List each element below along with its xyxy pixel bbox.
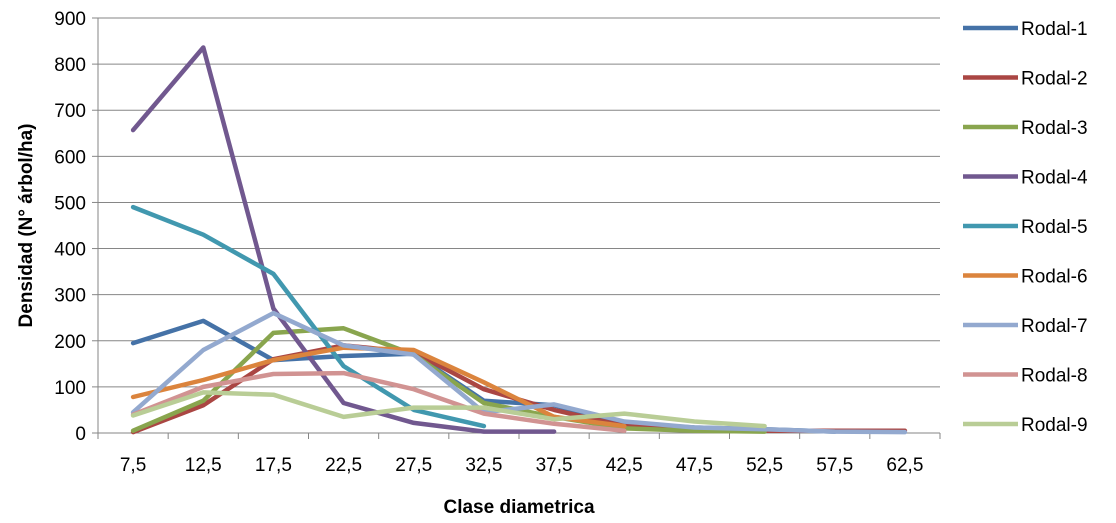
series-line-rodal-8 [130, 370, 627, 433]
y-axis-ticks: 0 100 200 300 400 500 600 700 800 900 [54, 9, 98, 445]
x-tick-label: 57,5 [816, 455, 853, 476]
legend: Rodal-1 Rodal-2 Rodal-3 Rodal-4 Rodal-5 Rodal… [963, 19, 1088, 436]
y-tick-label: 100 [54, 378, 86, 399]
y-tick-label: 400 [54, 240, 86, 261]
legend-label: Rodal-1 [1021, 19, 1088, 40]
legend-label: Rodal-4 [1021, 168, 1088, 189]
legend-label: Rodal-2 [1021, 69, 1088, 90]
y-tick-label: 600 [54, 147, 86, 168]
x-tick-label: 17,5 [255, 455, 292, 476]
y-tick-label: 700 [54, 101, 86, 122]
y-tick-label: 300 [54, 286, 86, 307]
axes [97, 18, 940, 434]
legend-label: Rodal-6 [1021, 267, 1088, 288]
legend-label: Rodal-5 [1021, 217, 1088, 238]
x-tick-label: 42,5 [606, 455, 643, 476]
series-line-rodal-5 [130, 204, 487, 429]
legend-label: Rodal-8 [1021, 366, 1088, 387]
y-tick-label: 800 [54, 55, 86, 76]
series-lines [130, 45, 908, 435]
y-tick-label: 900 [54, 9, 86, 30]
x-tick-label: 52,5 [746, 455, 783, 476]
legend-label: Rodal-9 [1021, 415, 1088, 436]
y-tick-label: 500 [54, 193, 86, 214]
legend-label: Rodal-3 [1021, 118, 1088, 139]
x-tick-label: 12,5 [185, 455, 222, 476]
x-tick-label: 22,5 [325, 455, 362, 476]
x-tick-label: 62,5 [886, 455, 923, 476]
series-line-rodal-7 [130, 310, 908, 435]
x-tick-label: 7,5 [120, 455, 146, 476]
y-tick-label: 200 [54, 332, 86, 353]
series-line-rodal-3 [130, 326, 767, 434]
x-tick-label: 32,5 [465, 455, 502, 476]
y-axis-title: Densidad (N° árbol/ha) [16, 124, 37, 328]
x-axis-ticks: 7,5 12,5 17,5 22,5 27,5 32,5 37,5 42,5 47,5 52,5 5… [97, 433, 941, 476]
x-axis-title: Clase diametrica [443, 497, 594, 518]
series-line-rodal-9 [130, 390, 767, 429]
series-line-rodal-4 [130, 45, 557, 434]
x-tick-label: 37,5 [536, 455, 573, 476]
x-tick-label: 47,5 [676, 455, 713, 476]
y-tick-label: 0 [75, 424, 86, 445]
legend-label: Rodal-7 [1021, 316, 1088, 337]
x-tick-label: 27,5 [395, 455, 432, 476]
